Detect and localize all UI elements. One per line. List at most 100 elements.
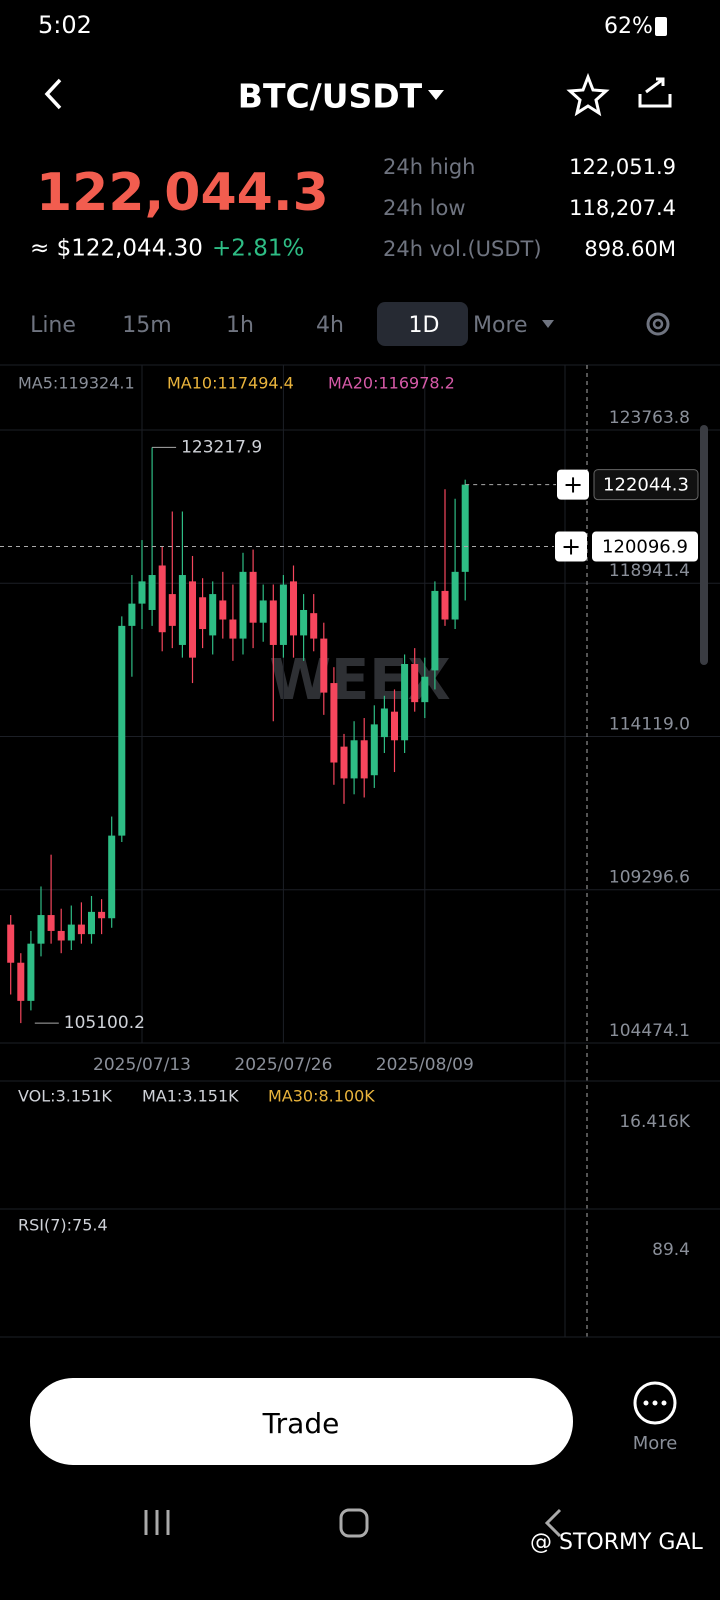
rsi-axis-label: 89.4 bbox=[652, 1240, 690, 1260]
candle-body bbox=[279, 584, 287, 645]
low-label: 105100.2 bbox=[64, 1013, 145, 1033]
interval-tab[interactable]: More bbox=[473, 313, 528, 338]
stat-value: 118,207.4 bbox=[569, 196, 676, 220]
plus-icon: + bbox=[561, 533, 581, 561]
rsi-label: RSI(7):75.4 bbox=[18, 1216, 108, 1235]
x-tick-label: 2025/08/09 bbox=[376, 1055, 474, 1075]
candle-body bbox=[259, 600, 267, 623]
candle-body bbox=[17, 962, 25, 1001]
candle-body bbox=[330, 683, 338, 763]
ma20-label: MA20:116978.2 bbox=[328, 374, 455, 393]
settings-icon-core bbox=[652, 318, 664, 330]
candle-body bbox=[138, 581, 146, 604]
status-battery: 62% bbox=[604, 14, 653, 39]
scroll-handle[interactable] bbox=[700, 425, 708, 665]
trade-button[interactable] bbox=[30, 1378, 573, 1465]
interval-tab-active[interactable]: 1D bbox=[409, 313, 440, 338]
candle-body bbox=[320, 638, 328, 693]
candle-body bbox=[391, 711, 398, 741]
candle-body bbox=[451, 571, 459, 620]
candle-body bbox=[411, 664, 419, 703]
interval-tab[interactable]: 4h bbox=[316, 313, 344, 338]
candle-body bbox=[189, 581, 196, 658]
battery-icon bbox=[655, 17, 667, 36]
candle-body bbox=[461, 484, 469, 572]
stat-value: 122,051.9 bbox=[569, 155, 676, 179]
candle-body bbox=[421, 676, 429, 703]
nav-recents[interactable] bbox=[144, 1510, 170, 1535]
stat-label: 24h high bbox=[383, 155, 476, 179]
interval-tab[interactable]: 15m bbox=[122, 313, 171, 338]
stat-label: 24h low bbox=[383, 196, 466, 220]
candle-body bbox=[98, 911, 106, 919]
candle-body bbox=[360, 740, 368, 779]
candle-body bbox=[158, 565, 166, 633]
candle-body bbox=[219, 600, 227, 620]
more-dropdown bbox=[542, 320, 554, 328]
y-tick-label: 118941.4 bbox=[609, 561, 690, 581]
interval-tab[interactable]: Line bbox=[30, 313, 76, 338]
candle-body bbox=[441, 590, 449, 620]
vol-label: VOL:3.151K bbox=[18, 1087, 112, 1106]
candle-body bbox=[148, 575, 156, 610]
vol-axis-label: 16.416K bbox=[619, 1112, 690, 1132]
more-dot bbox=[652, 1400, 658, 1406]
candle-body bbox=[401, 664, 409, 741]
settings-button[interactable] bbox=[646, 312, 670, 336]
candlestick-chart: WEEX 123763.8 118941.4 114119.0 109296.6 104… bbox=[0, 364, 720, 1337]
share-button[interactable] bbox=[638, 77, 672, 108]
candle-body bbox=[340, 746, 348, 779]
pair-title[interactable]: BTC/USDT bbox=[238, 77, 423, 116]
candle-body bbox=[300, 609, 308, 636]
candle-body bbox=[37, 915, 45, 944]
nav-back[interactable] bbox=[544, 1508, 562, 1538]
plus-button[interactable] bbox=[555, 531, 587, 562]
selected-tab-bg bbox=[377, 302, 468, 346]
ma5-label: MA5:119324.1 bbox=[18, 374, 135, 393]
candle-body bbox=[57, 930, 65, 941]
more-dot bbox=[643, 1400, 649, 1406]
watermark: WEEX bbox=[269, 648, 450, 713]
candle-body bbox=[77, 924, 85, 935]
candle-body bbox=[118, 625, 126, 836]
candle-body bbox=[209, 594, 217, 636]
candle-body bbox=[178, 575, 186, 645]
candle-body bbox=[168, 594, 176, 626]
candle-body bbox=[67, 924, 75, 941]
x-tick-label: 2025/07/13 bbox=[93, 1055, 191, 1075]
ma10-label: MA10:117494.4 bbox=[167, 374, 294, 393]
high-label: 123217.9 bbox=[181, 437, 262, 457]
y-tick-label: 114119.0 bbox=[609, 714, 690, 734]
candle-body bbox=[249, 571, 257, 623]
crosshair-price-tag: 120096.9 bbox=[602, 537, 688, 558]
candle-body bbox=[128, 603, 136, 626]
candle-body bbox=[27, 943, 35, 1001]
plus-button[interactable] bbox=[557, 469, 589, 500]
candle-body bbox=[269, 600, 277, 645]
pair-dropdown[interactable] bbox=[428, 90, 444, 100]
back-button[interactable] bbox=[44, 78, 62, 110]
stat-value: 898.60M bbox=[584, 237, 676, 261]
interval-tab[interactable]: 1h bbox=[226, 313, 254, 338]
candle-body bbox=[47, 915, 55, 931]
vol-ma1-label: MA1:3.151K bbox=[142, 1087, 239, 1106]
candle-body bbox=[229, 619, 237, 639]
more-button[interactable] bbox=[633, 1381, 677, 1425]
candle-body bbox=[290, 581, 297, 636]
favorite-button[interactable] bbox=[566, 72, 610, 117]
candle-body bbox=[199, 597, 207, 630]
fiat-price: ≈ $122,044.30 bbox=[30, 236, 203, 262]
stat-label: 24h vol.(USDT) bbox=[383, 237, 542, 261]
y-tick-label: 104474.1 bbox=[609, 1021, 690, 1041]
more-button-label: More bbox=[633, 1433, 678, 1454]
price-change: +2.81% bbox=[212, 236, 304, 262]
nav-home[interactable] bbox=[339, 1508, 369, 1538]
candle-body bbox=[7, 924, 15, 963]
trade-button-label: Trade bbox=[262, 1407, 340, 1440]
last-price-box bbox=[593, 469, 699, 501]
plus-icon: + bbox=[563, 471, 583, 499]
x-tick-label: 2025/07/26 bbox=[234, 1055, 332, 1075]
vol-ma30-label: MA30:8.100K bbox=[268, 1087, 375, 1106]
last-price: 122,044.3 bbox=[36, 163, 329, 223]
